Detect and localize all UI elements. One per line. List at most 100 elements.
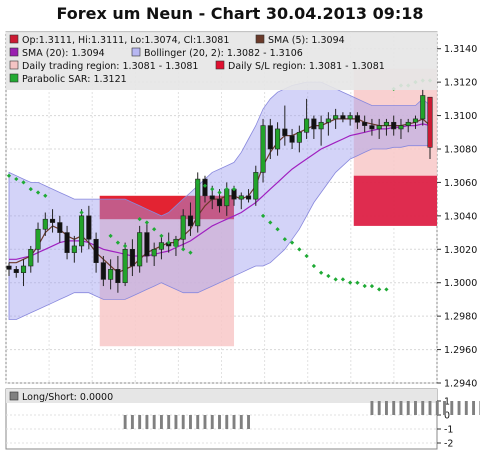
candle [79, 209, 85, 253]
long-short-bar [232, 415, 236, 429]
long-short-bar [218, 415, 221, 429]
long-short-bar [167, 415, 171, 429]
long-short-bar [123, 415, 127, 429]
candle [100, 255, 106, 287]
candle-body [275, 128, 281, 150]
candle [296, 125, 302, 153]
candle [86, 205, 92, 250]
sar-dot [108, 233, 113, 239]
candle [289, 128, 295, 149]
long-short-bar [152, 415, 156, 429]
candle [122, 242, 128, 287]
candle [347, 112, 353, 126]
candle-body [115, 269, 121, 284]
candle [42, 212, 48, 236]
sar-dot [181, 247, 186, 252]
candle-body [93, 238, 99, 263]
candle [311, 115, 317, 139]
sub-legend-label: Long/Short: 0.0000 [22, 392, 113, 403]
candle [64, 225, 70, 260]
sar-dot [217, 190, 222, 195]
y-tick-label: 1.3100 [444, 111, 477, 122]
candle-body [100, 262, 106, 280]
long-short-bar [210, 415, 214, 429]
sar-dot [202, 183, 208, 188]
long-short-bar [428, 401, 432, 415]
legend-label: Daily S/L region: 1.3081 - 1.3081 [228, 61, 385, 72]
sub-y-tick-label: 1 [444, 397, 450, 408]
sar-dot [28, 186, 33, 192]
y-tick-label: 1.3120 [444, 78, 477, 89]
sar-dot [275, 227, 280, 232]
candle-body [144, 232, 150, 257]
candle-body [260, 125, 266, 173]
legend-swatch [9, 34, 19, 44]
long-short-bar [377, 401, 381, 415]
long-short-bar [138, 415, 142, 429]
long-short-bar [370, 401, 374, 415]
candle-body [362, 121, 368, 126]
candle-body [296, 131, 302, 143]
candle-body [71, 245, 77, 253]
candle-body [57, 222, 63, 233]
candle-body [158, 242, 164, 250]
long-short-bar [392, 401, 396, 415]
candle-body [35, 228, 41, 250]
candle [50, 209, 56, 233]
candle-body [333, 115, 339, 120]
candle-body [245, 195, 252, 200]
long-short-bar [196, 415, 200, 429]
sar-dot [369, 283, 375, 289]
sar-dot [340, 277, 346, 282]
long-short-bar [239, 415, 243, 429]
sar-dot [297, 247, 302, 252]
candle [398, 118, 404, 139]
long-short-bar [406, 401, 410, 415]
candle [340, 112, 346, 123]
candle-body [311, 118, 317, 130]
long-short-bar [225, 415, 229, 429]
candle-body [180, 215, 186, 240]
candle [282, 105, 288, 146]
candle [144, 222, 150, 263]
sar-dot [282, 237, 287, 242]
sar-dot [304, 253, 309, 259]
candle-body [405, 121, 411, 126]
y-tick-label: 1.2960 [444, 345, 477, 356]
candle [129, 239, 135, 277]
sar-dot [319, 270, 324, 275]
candle-body [420, 95, 426, 120]
candle [115, 255, 121, 293]
candle [275, 122, 281, 156]
sar-dot [268, 220, 273, 225]
candle [71, 235, 77, 263]
candle-body [20, 265, 27, 273]
long-short-bar [247, 415, 250, 429]
sar-dot [326, 273, 331, 279]
long-short-bar [472, 401, 476, 415]
candle-body [383, 121, 389, 126]
candle [420, 88, 426, 126]
candle [238, 192, 244, 210]
candle [362, 115, 368, 133]
candle-body [13, 269, 19, 273]
long-short-bar [189, 415, 192, 429]
candle-body [6, 265, 12, 270]
long-short-bar [450, 401, 454, 415]
y-tick-label: 1.3080 [444, 145, 477, 156]
candle-body [253, 172, 259, 200]
candle [318, 115, 324, 146]
candle [180, 209, 186, 250]
candle [93, 232, 99, 273]
sub-y-tick-label: 0 [444, 411, 450, 422]
sar-dot [348, 280, 353, 285]
y-tick-label: 1.3060 [444, 178, 477, 189]
candle-body [238, 195, 244, 200]
candle-body [318, 121, 324, 130]
legend-label: SMA (5): 1.3094 [268, 35, 345, 46]
candle [412, 115, 419, 129]
candle [253, 165, 259, 206]
candle [35, 222, 41, 263]
long-short-bar [443, 401, 446, 415]
